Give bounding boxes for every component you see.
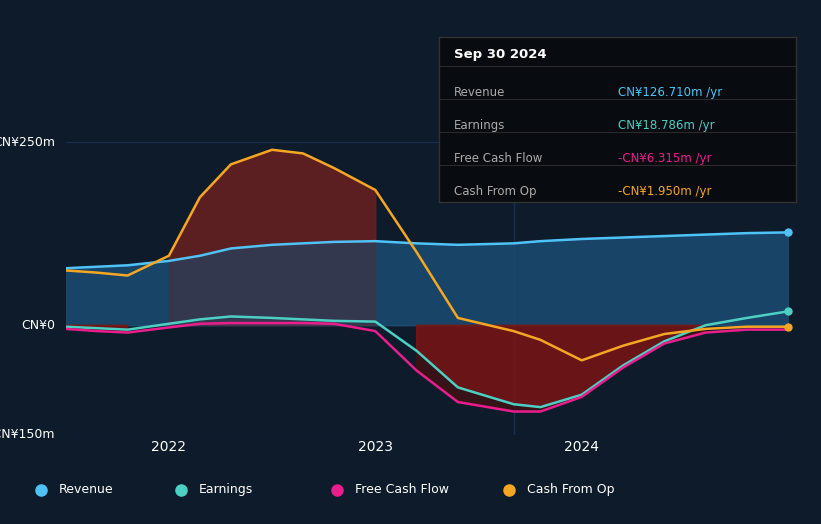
Text: Cash From Op: Cash From Op	[453, 185, 536, 198]
Text: CN¥0: CN¥0	[21, 319, 55, 332]
Text: Revenue: Revenue	[59, 484, 114, 496]
Text: Free Cash Flow: Free Cash Flow	[453, 152, 542, 165]
Text: Sep 30 2024: Sep 30 2024	[453, 48, 546, 61]
Text: Earnings: Earnings	[453, 119, 505, 132]
Text: -CN¥150m: -CN¥150m	[0, 429, 55, 441]
Text: Past: Past	[520, 132, 546, 145]
Text: Revenue: Revenue	[453, 86, 505, 99]
Text: CN¥250m: CN¥250m	[0, 136, 55, 149]
Text: Earnings: Earnings	[199, 484, 253, 496]
Text: -CN¥1.950m /yr: -CN¥1.950m /yr	[618, 185, 711, 198]
Text: -CN¥6.315m /yr: -CN¥6.315m /yr	[618, 152, 711, 165]
Text: Cash From Op: Cash From Op	[527, 484, 615, 496]
Text: Free Cash Flow: Free Cash Flow	[355, 484, 448, 496]
Text: CN¥18.786m /yr: CN¥18.786m /yr	[618, 119, 714, 132]
Text: CN¥126.710m /yr: CN¥126.710m /yr	[618, 86, 722, 99]
